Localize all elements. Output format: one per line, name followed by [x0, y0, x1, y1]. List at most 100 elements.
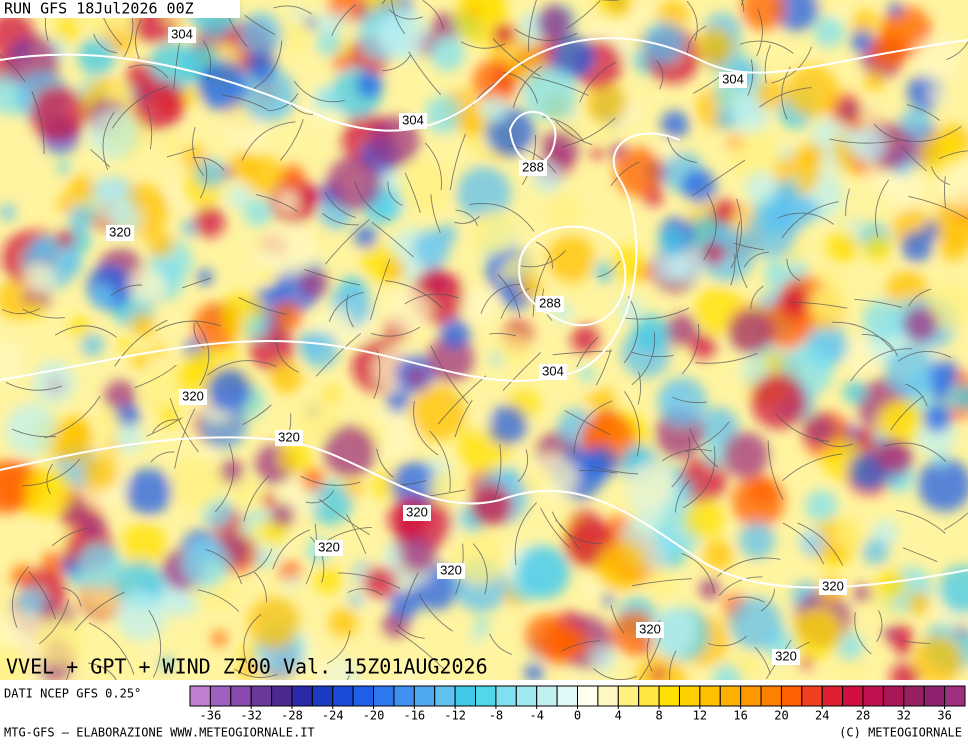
streamline — [193, 322, 205, 349]
vvel-blob — [76, 543, 122, 589]
vvel-blob — [196, 268, 214, 286]
streamline — [786, 258, 801, 282]
vvel-blob — [344, 478, 364, 498]
vvel-blob — [539, 130, 580, 170]
vvel-blob — [864, 70, 886, 92]
streamline — [241, 121, 296, 161]
vvel-blob — [547, 234, 595, 283]
vvel-blob — [681, 169, 717, 204]
vvel-blob — [907, 591, 931, 615]
vvel-blob — [385, 287, 431, 334]
vvel-blob — [471, 210, 517, 255]
colorbar-bin — [760, 685, 782, 707]
vvel-blob — [832, 516, 868, 551]
streamline — [938, 150, 968, 159]
streamline — [391, 0, 406, 35]
streamline — [902, 547, 938, 563]
colorbar-bin — [250, 685, 273, 707]
vvel-blob — [487, 405, 527, 445]
streamline — [480, 283, 523, 314]
contour-label: 320 — [639, 621, 661, 636]
vvel-blob — [363, 566, 397, 600]
streamline — [930, 166, 950, 185]
streamline — [1, 308, 40, 315]
vvel-blob — [129, 312, 155, 338]
contour-label: 320 — [440, 562, 462, 577]
contour-label: 288 — [522, 159, 544, 174]
streamline — [829, 138, 899, 144]
streamline — [221, 94, 268, 110]
streamline — [31, 91, 45, 154]
colorbar-bin — [454, 685, 477, 707]
streamline — [394, 629, 446, 671]
colorbar-bin — [842, 685, 864, 707]
streamline — [46, 464, 53, 495]
colorbar-tick-label: -36 — [200, 709, 222, 723]
streamline — [884, 442, 947, 462]
colorbar-tick-label: 20 — [774, 709, 788, 723]
vvel-blob — [896, 640, 912, 656]
vvel-blob — [474, 618, 490, 634]
streamline — [788, 301, 848, 309]
streamline — [682, 446, 716, 509]
streamline — [861, 334, 899, 357]
streamline — [214, 443, 235, 513]
vvel-blob — [493, 23, 515, 45]
streamline — [429, 489, 466, 497]
streamline — [272, 529, 311, 570]
streamline — [61, 587, 82, 607]
contour-label: 288 — [539, 295, 561, 310]
vvel-blob — [17, 587, 46, 615]
streamline — [576, 336, 599, 368]
colorbar-tick-label: -12 — [444, 709, 466, 723]
streamline — [637, 371, 642, 405]
vvel-blob — [939, 160, 968, 209]
streamline — [554, 120, 593, 146]
vvel-blob — [825, 230, 858, 263]
vvel-blob — [405, 365, 427, 387]
streamline — [51, 527, 87, 547]
streamline — [492, 38, 541, 77]
vvel-blob — [226, 185, 251, 209]
streamline — [88, 622, 135, 675]
vvel-blob — [552, 35, 596, 79]
colorbar-bin — [413, 685, 436, 707]
vvel-blob — [480, 95, 508, 124]
contour-304 — [0, 37, 968, 132]
contour-288 — [518, 225, 627, 327]
vvel-blob — [301, 331, 339, 369]
vvel-blob — [5, 403, 59, 457]
streamline — [850, 348, 913, 382]
streamline — [565, 0, 601, 30]
contour-label: 304 — [542, 363, 564, 378]
vvel-blob — [589, 646, 616, 672]
streamline — [579, 61, 617, 103]
streamline — [695, 352, 758, 364]
colorbar-bin — [678, 685, 701, 707]
streamline — [551, 511, 603, 544]
streamline — [517, 449, 529, 483]
vvel-blob — [298, 185, 321, 208]
streamline — [66, 665, 71, 680]
streamline — [514, 28, 578, 41]
vvel-blob — [243, 155, 284, 196]
colorbar-bin — [801, 685, 823, 707]
streamline — [750, 285, 764, 310]
vvel-blob — [400, 45, 416, 61]
streamline — [514, 502, 537, 566]
streamline — [318, 498, 370, 536]
vvel-blob — [870, 32, 908, 70]
vvel-blob — [584, 446, 619, 480]
colorbar-bin — [780, 685, 803, 707]
streamline — [671, 436, 690, 488]
streamline — [385, 280, 443, 309]
streamline — [532, 255, 551, 317]
streamline — [632, 578, 692, 587]
streamline — [747, 59, 754, 96]
streamline — [610, 161, 640, 186]
streamline — [267, 93, 299, 112]
streamline — [437, 375, 487, 425]
vvel-blob — [427, 469, 464, 507]
streamline — [238, 297, 287, 315]
vvel-blob — [656, 139, 677, 160]
